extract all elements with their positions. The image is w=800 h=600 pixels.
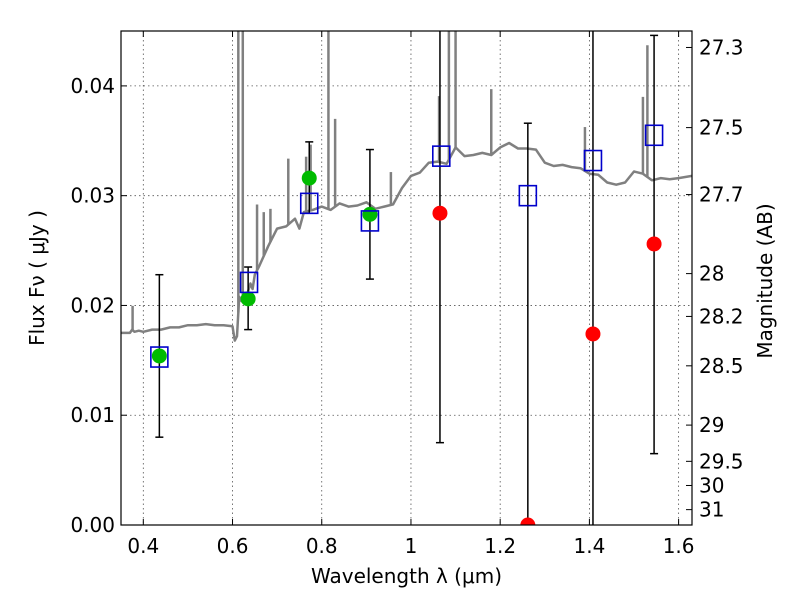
blue-square-marker [644,124,664,147]
x-tick-label: 1.6 [663,534,695,558]
right-tick-label: 28.5 [699,354,744,378]
grid [121,31,692,526]
blue-square-marker [431,145,451,167]
green-point [240,291,256,307]
right-tick-label: 27.7 [699,183,744,207]
y-tick-label: 0.01 [70,403,115,427]
right-tick-label: 28.2 [699,304,744,328]
y-tick-label: 0.00 [70,513,115,537]
x-tick-label: 1.2 [484,534,516,558]
series-layer [121,31,692,525]
x-tick-label: 0.8 [306,534,338,558]
right-tick-label: 30 [699,473,724,497]
y-tick-label: 0.03 [70,184,115,208]
right-tick-label: 29.5 [699,449,744,473]
right-tick-label: 28 [699,262,724,286]
x-tick-label: 0.6 [217,534,249,558]
blue-square-marker [583,149,603,172]
green-point [362,206,378,222]
green-point [151,348,167,364]
blue-square-marker [299,192,319,215]
y-axis-label: Flux Fν ( μJy ) [25,210,49,346]
y-tick-label: 0.02 [70,293,115,317]
blue-square-marker [239,271,259,294]
green-point [301,170,317,186]
blue-square-marker [150,346,169,368]
x-tick-label: 0.4 [127,534,159,558]
red-point [646,236,662,252]
right-tick-label: 27.3 [699,35,744,59]
red-point [585,326,601,342]
y-tick-label: 0.04 [70,74,115,98]
red-point [432,205,448,221]
right-tick-label: 27.5 [699,116,744,140]
red-point [520,517,536,525]
right-axis-label: Magnitude (AB) [753,203,777,358]
x-tick-label: 1 [405,534,418,558]
axes: 0.4 0.6 0.8 1 1.2 1.4 1.6 0.00 0.01 0.02 0.03 0.04 2… [70,31,744,558]
right-tick-label: 31 [699,498,724,522]
x-tick-label: 1.4 [573,534,605,558]
model-spectrum-line [121,141,692,342]
plot-frame [120,30,693,526]
x-axis-label: Wavelength λ (μm) [311,564,502,588]
right-tick-label: 29 [699,413,724,437]
blue-square-marker [360,210,380,232]
blue-square-marker [518,184,538,207]
